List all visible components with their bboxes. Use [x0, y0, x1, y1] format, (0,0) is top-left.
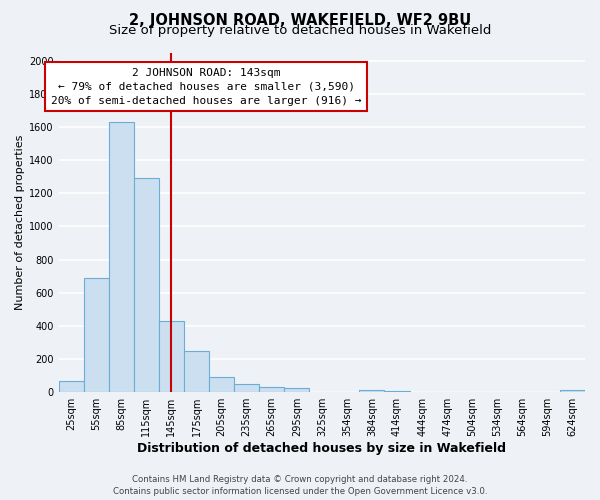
Bar	[184, 351, 209, 392]
Text: 2 JOHNSON ROAD: 143sqm
← 79% of detached houses are smaller (3,590)
20% of semi-: 2 JOHNSON ROAD: 143sqm ← 79% of detached…	[51, 68, 361, 106]
Bar	[134, 178, 159, 392]
Bar	[84, 278, 109, 392]
Text: Contains HM Land Registry data © Crown copyright and database right 2024.
Contai: Contains HM Land Registry data © Crown c…	[113, 474, 487, 496]
Y-axis label: Number of detached properties: Number of detached properties	[15, 134, 25, 310]
Bar	[159, 321, 184, 392]
Bar	[284, 388, 309, 392]
Bar	[385, 390, 410, 392]
Bar	[234, 384, 259, 392]
Bar	[259, 387, 284, 392]
Bar	[209, 378, 234, 392]
Bar	[560, 390, 585, 392]
Bar	[359, 390, 385, 392]
Text: Size of property relative to detached houses in Wakefield: Size of property relative to detached ho…	[109, 24, 491, 37]
Bar	[109, 122, 134, 392]
Text: 2, JOHNSON ROAD, WAKEFIELD, WF2 9BU: 2, JOHNSON ROAD, WAKEFIELD, WF2 9BU	[129, 12, 471, 28]
X-axis label: Distribution of detached houses by size in Wakefield: Distribution of detached houses by size …	[137, 442, 506, 455]
Bar	[59, 382, 84, 392]
